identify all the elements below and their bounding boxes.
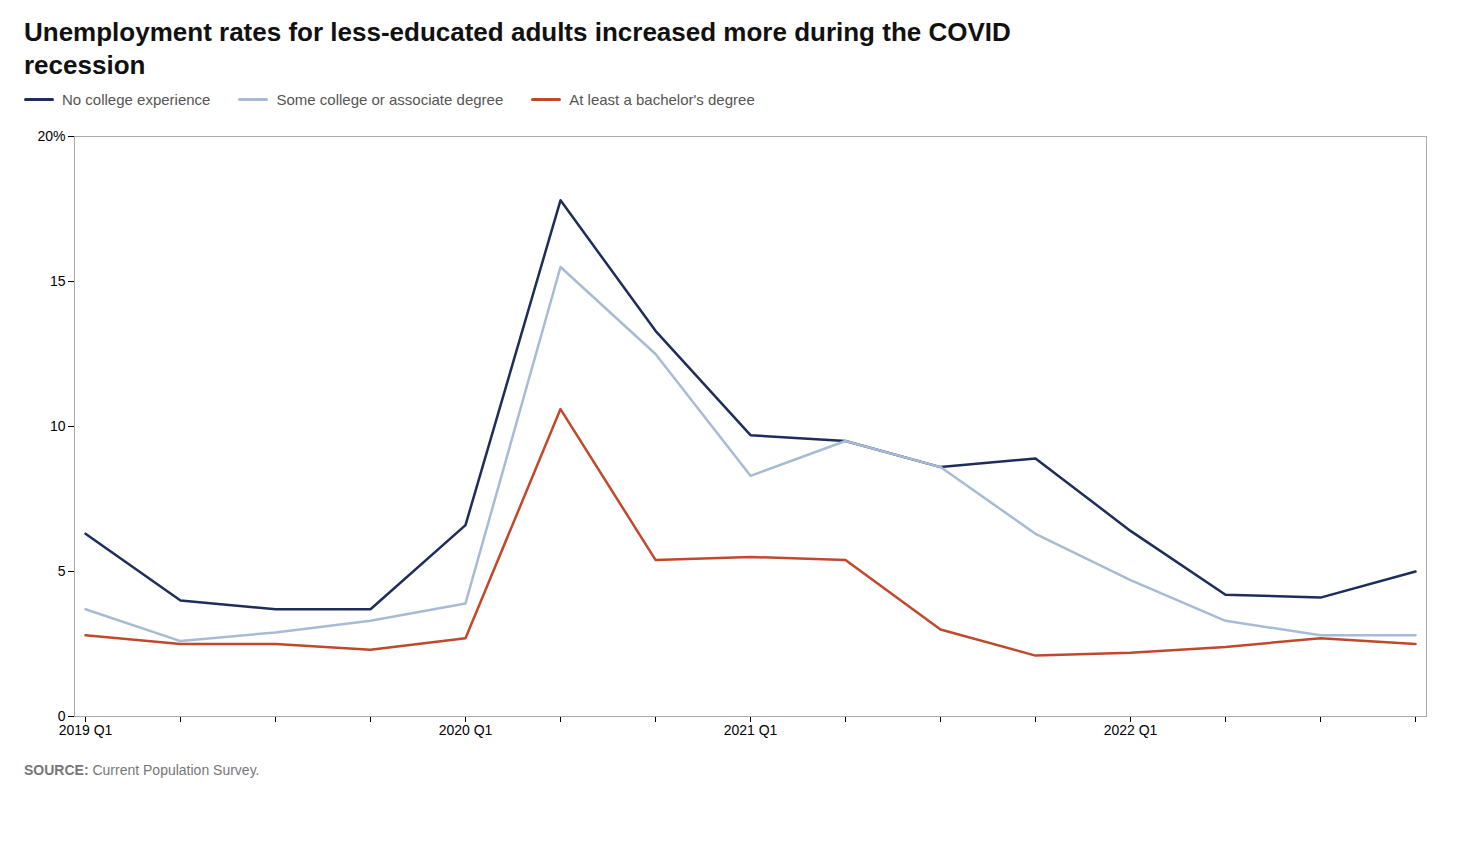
svg-text:2020 Q1: 2020 Q1 [439,722,493,738]
svg-text:0: 0 [57,708,66,724]
svg-text:5: 5 [58,563,66,579]
svg-text:2022 Q1: 2022 Q1 [1104,722,1158,738]
html-text:SOURCE: Current Population Sur: SOURCE: Current Population Survey. [24,762,260,778]
svg-text:2021 Q1: 2021 Q1 [724,722,778,738]
svg-text:10: 10 [50,418,66,434]
svg-text:20%: 20% [37,128,65,144]
html-text:Unemployment rates for less-ed: Unemployment rates for less-educated adu… [24,17,1011,80]
html-text:No college experience: No college experience [62,91,211,108]
html-text:At least a bachelor's degree: At least a bachelor's degree [569,91,755,108]
html-text:Some college or associate degr: Some college or associate degree [276,91,504,108]
svg-text:2019 Q1: 2019 Q1 [59,722,113,738]
svg-text:15: 15 [50,273,66,289]
